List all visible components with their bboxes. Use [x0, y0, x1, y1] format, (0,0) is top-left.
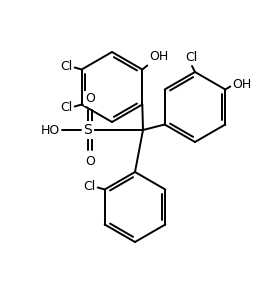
Text: S: S — [84, 123, 92, 137]
Text: Cl: Cl — [185, 51, 197, 64]
Text: O: O — [85, 92, 95, 105]
Text: HO: HO — [41, 124, 60, 136]
Text: Cl: Cl — [60, 60, 73, 73]
Text: Cl: Cl — [60, 101, 73, 114]
Text: O: O — [85, 155, 95, 168]
Text: OH: OH — [232, 78, 252, 91]
Text: OH: OH — [149, 50, 168, 63]
Text: Cl: Cl — [83, 180, 96, 193]
